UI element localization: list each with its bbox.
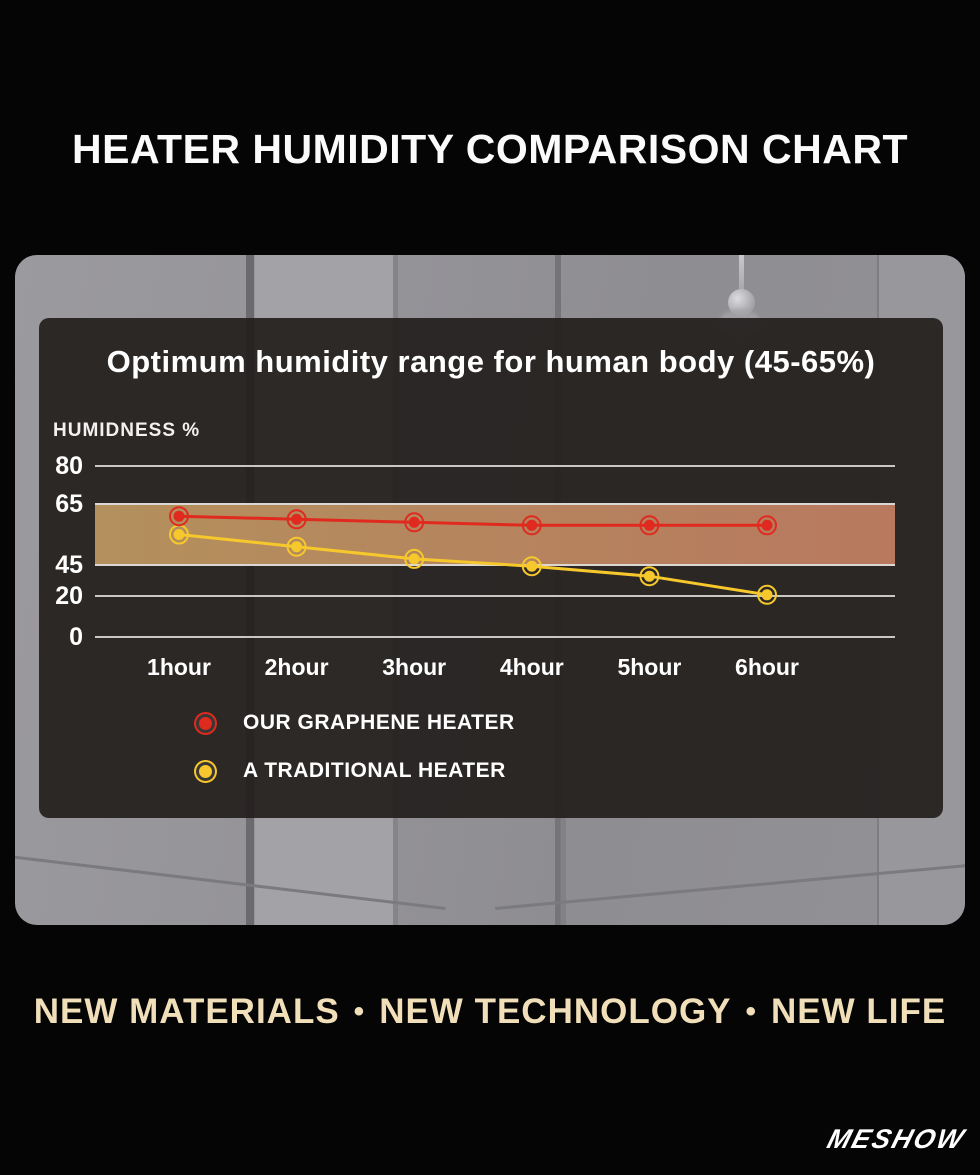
data-point xyxy=(408,516,420,528)
data-point-ring xyxy=(521,556,542,577)
legend-item-traditional: A TRADITIONAL HEATER xyxy=(199,756,515,786)
data-point-ring xyxy=(404,548,425,569)
x-tick-label: 3hour xyxy=(382,654,447,680)
y-axis-title: HUMIDNESS % xyxy=(53,420,201,441)
tagline-segment: NEW MATERIALS xyxy=(33,992,340,1031)
series-line xyxy=(178,533,768,597)
data-point xyxy=(643,519,655,531)
data-point-ring xyxy=(286,536,307,557)
x-tick-label: 4hour xyxy=(499,654,564,680)
data-point xyxy=(291,541,303,553)
data-point-ring xyxy=(521,515,542,536)
chart-title: Optimum humidity range for human body (4… xyxy=(106,344,876,379)
data-point-ring xyxy=(639,566,660,587)
legend-item-graphene: OUR GRAPHENE HEATER xyxy=(199,708,515,738)
shower-pipe xyxy=(739,255,744,307)
data-point-ring xyxy=(169,506,189,527)
chart-panel: Optimum humidity range for human body (4… xyxy=(39,318,943,818)
legend-label: OUR GRAPHENE HEATER xyxy=(243,711,515,734)
data-point-ring xyxy=(286,509,307,530)
data-point xyxy=(643,570,655,582)
y-tick-label: 0 xyxy=(69,623,83,651)
chart-legend: OUR GRAPHENE HEATER A TRADITIONAL HEATER xyxy=(199,708,515,804)
y-tick-label: 20 xyxy=(55,582,83,610)
data-point xyxy=(291,513,303,525)
data-point xyxy=(526,560,538,572)
data-point xyxy=(173,510,185,522)
tagline: NEW MATERIALS • NEW TECHNOLOGY • NEW LIFE xyxy=(0,992,980,1032)
data-point-ring xyxy=(757,584,777,605)
y-tick-label: 65 xyxy=(55,490,83,518)
y-tick-label: 80 xyxy=(55,452,83,480)
x-tick-label: 5hour xyxy=(617,654,682,680)
red-dot-icon xyxy=(199,716,212,730)
data-point xyxy=(408,553,420,565)
yellow-dot-icon xyxy=(199,764,212,778)
bullet-separator: • xyxy=(745,995,758,1028)
humidity-line-chart xyxy=(95,465,895,638)
brand-logo: MESHOW xyxy=(823,1124,969,1154)
plot-area xyxy=(95,452,895,652)
data-point xyxy=(761,589,773,601)
page-title: HEATER HUMIDITY COMPARISON CHART xyxy=(72,126,908,172)
data-point-ring xyxy=(639,515,660,536)
bathroom-photo: Optimum humidity range for human body (4… xyxy=(15,255,965,925)
bullet-separator: • xyxy=(353,995,366,1028)
optimal-band xyxy=(95,504,895,565)
legend-label: A TRADITIONAL HEATER xyxy=(243,759,506,782)
data-point xyxy=(761,519,773,531)
x-tick-label: 2hour xyxy=(264,654,329,680)
tagline-segment: NEW LIFE xyxy=(771,992,947,1031)
data-point-ring xyxy=(757,515,777,536)
x-tick-label: 1hour xyxy=(147,654,211,680)
y-tick-label: 45 xyxy=(55,551,83,579)
tagline-segment: NEW TECHNOLOGY xyxy=(379,992,732,1031)
series-line xyxy=(178,514,767,527)
x-tick-label: 6hour xyxy=(735,654,799,680)
data-point-ring xyxy=(404,512,425,533)
data-point xyxy=(173,529,185,540)
photo-glass-column xyxy=(560,810,566,925)
data-point xyxy=(526,519,538,531)
